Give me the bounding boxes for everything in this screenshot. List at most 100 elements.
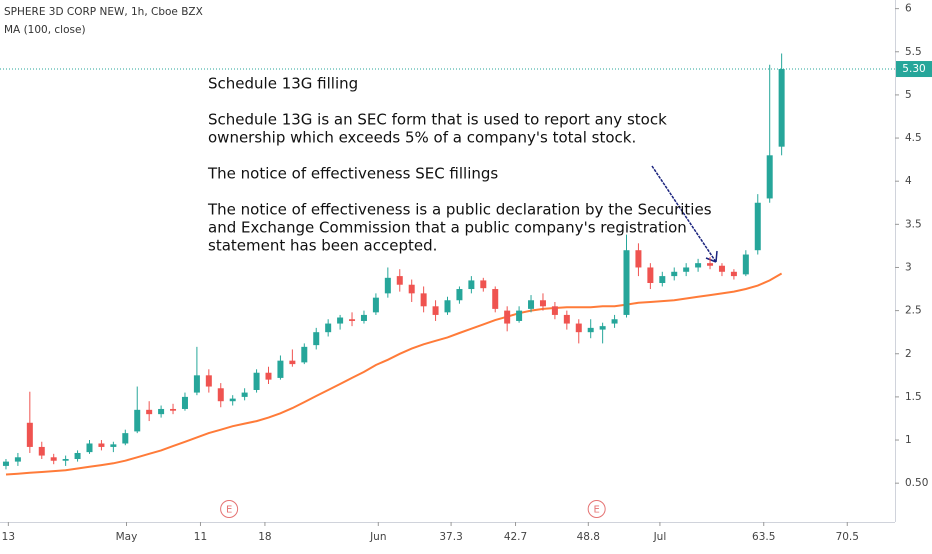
candle-body (408, 284, 415, 294)
candle-body (647, 267, 654, 284)
y-tick-label: 2 (905, 348, 912, 360)
event-label: E (226, 505, 232, 516)
candle-body (170, 408, 177, 411)
x-tick-label: 11 (194, 531, 207, 543)
x-tick-label: 63.5 (752, 531, 775, 543)
candle-body (516, 310, 523, 321)
candle-body (74, 452, 81, 460)
x-tick-label: 70.5 (836, 531, 859, 543)
candle-body (551, 306, 558, 315)
y-tick-label: 4 (905, 175, 912, 187)
candle-body (372, 297, 379, 313)
candle-body (193, 375, 200, 393)
moving-average (5, 272, 783, 476)
annotation-line: Schedule 13G is an SEC form that is used… (208, 111, 667, 129)
candle-body (456, 289, 463, 301)
annotation-line: The notice of effectiveness is a public … (207, 201, 712, 219)
x-tick-label: 48.8 (577, 531, 600, 543)
chart-title: SPHERE 3D CORP NEW, 1h, Cboe BZX (4, 6, 203, 18)
y-tick-label: 3.5 (905, 218, 922, 230)
candle-body (26, 422, 33, 447)
candle-body (671, 271, 678, 277)
candle-body (707, 263, 714, 266)
candle-body (695, 263, 702, 268)
annotation-line: statement has been accepted. (208, 237, 437, 255)
candle-body (86, 443, 93, 453)
x-tick-label: 18 (258, 531, 271, 543)
candle-body (432, 306, 439, 315)
x-tick-label: 42.7 (504, 531, 527, 543)
candle-body (14, 457, 21, 462)
candle-body (504, 310, 511, 324)
candle-body (229, 398, 236, 402)
y-tick-label: 0.50 (905, 477, 928, 489)
candle-body (122, 433, 129, 444)
candle-body (396, 276, 403, 285)
arrow-head (705, 250, 718, 263)
candle-body (241, 392, 248, 397)
x-tick-label: May (116, 531, 138, 543)
annotation-line: ownership which exceeds 5% of a company'… (208, 129, 636, 147)
candle-body (766, 155, 773, 199)
candle-body (110, 444, 117, 447)
candle-body (181, 396, 188, 409)
annotation-line: Schedule 13G filling (208, 75, 358, 93)
candle-body (718, 265, 725, 272)
candle-body (444, 300, 451, 313)
candle-body (158, 408, 165, 415)
x-tick-label: 37.3 (439, 531, 462, 543)
y-tick-label: 3 (905, 261, 912, 273)
x-tick-label: 13 (2, 531, 15, 543)
candle-body (539, 300, 546, 307)
annotation-arrow (651, 165, 717, 263)
candle-body (2, 461, 9, 466)
y-tick-label: 5 (905, 89, 912, 101)
candle-body (217, 388, 224, 402)
candle-body (62, 459, 69, 461)
x-tick-label: Jul (653, 531, 667, 543)
candle-body (730, 271, 737, 277)
candle-body (301, 346, 308, 363)
candle-body (205, 375, 212, 387)
candle-body (50, 457, 57, 461)
candle-body (635, 250, 642, 268)
candle-body (528, 300, 535, 309)
x-tick-label: Jun (369, 531, 386, 543)
y-tick-label: 4.5 (905, 132, 922, 144)
y-tick-label: 6 (905, 3, 912, 15)
candle-body (337, 317, 344, 324)
annotation: Schedule 13G filling Schedule 13G is an S… (207, 75, 712, 255)
candle-body (289, 360, 296, 365)
candle-body (659, 276, 666, 284)
candle-body (277, 360, 284, 378)
candle-body (253, 372, 260, 390)
candle-body (754, 202, 761, 251)
candle-body (325, 323, 332, 333)
candle-body (265, 372, 272, 380)
last-price-label: 5.30 (902, 63, 925, 75)
candle-body (683, 267, 690, 272)
annotation-line: and Exchange Commission that a public co… (208, 219, 687, 237)
candle-body (384, 277, 391, 294)
y-tick-label: 1 (905, 434, 912, 446)
indicator-label: MA (100, close) (4, 24, 86, 36)
candle-body (38, 446, 45, 456)
candle-body (623, 250, 630, 315)
candle-body (575, 323, 582, 333)
candle-body (778, 69, 785, 147)
event-marker (587, 500, 606, 518)
y-tick-label: 2.5 (905, 305, 922, 317)
candle-body (563, 314, 570, 324)
y-tick-label: 5.5 (905, 46, 922, 58)
candle-body (611, 319, 618, 324)
event-marker (220, 500, 239, 518)
candle-body (98, 443, 105, 447)
candle-body (468, 280, 475, 290)
candle-body (742, 254, 749, 275)
candle-body (134, 409, 141, 432)
candle-body (349, 319, 356, 321)
annotation-line: The notice of effectiveness SEC fillings (207, 165, 498, 183)
candle-body (420, 293, 427, 307)
